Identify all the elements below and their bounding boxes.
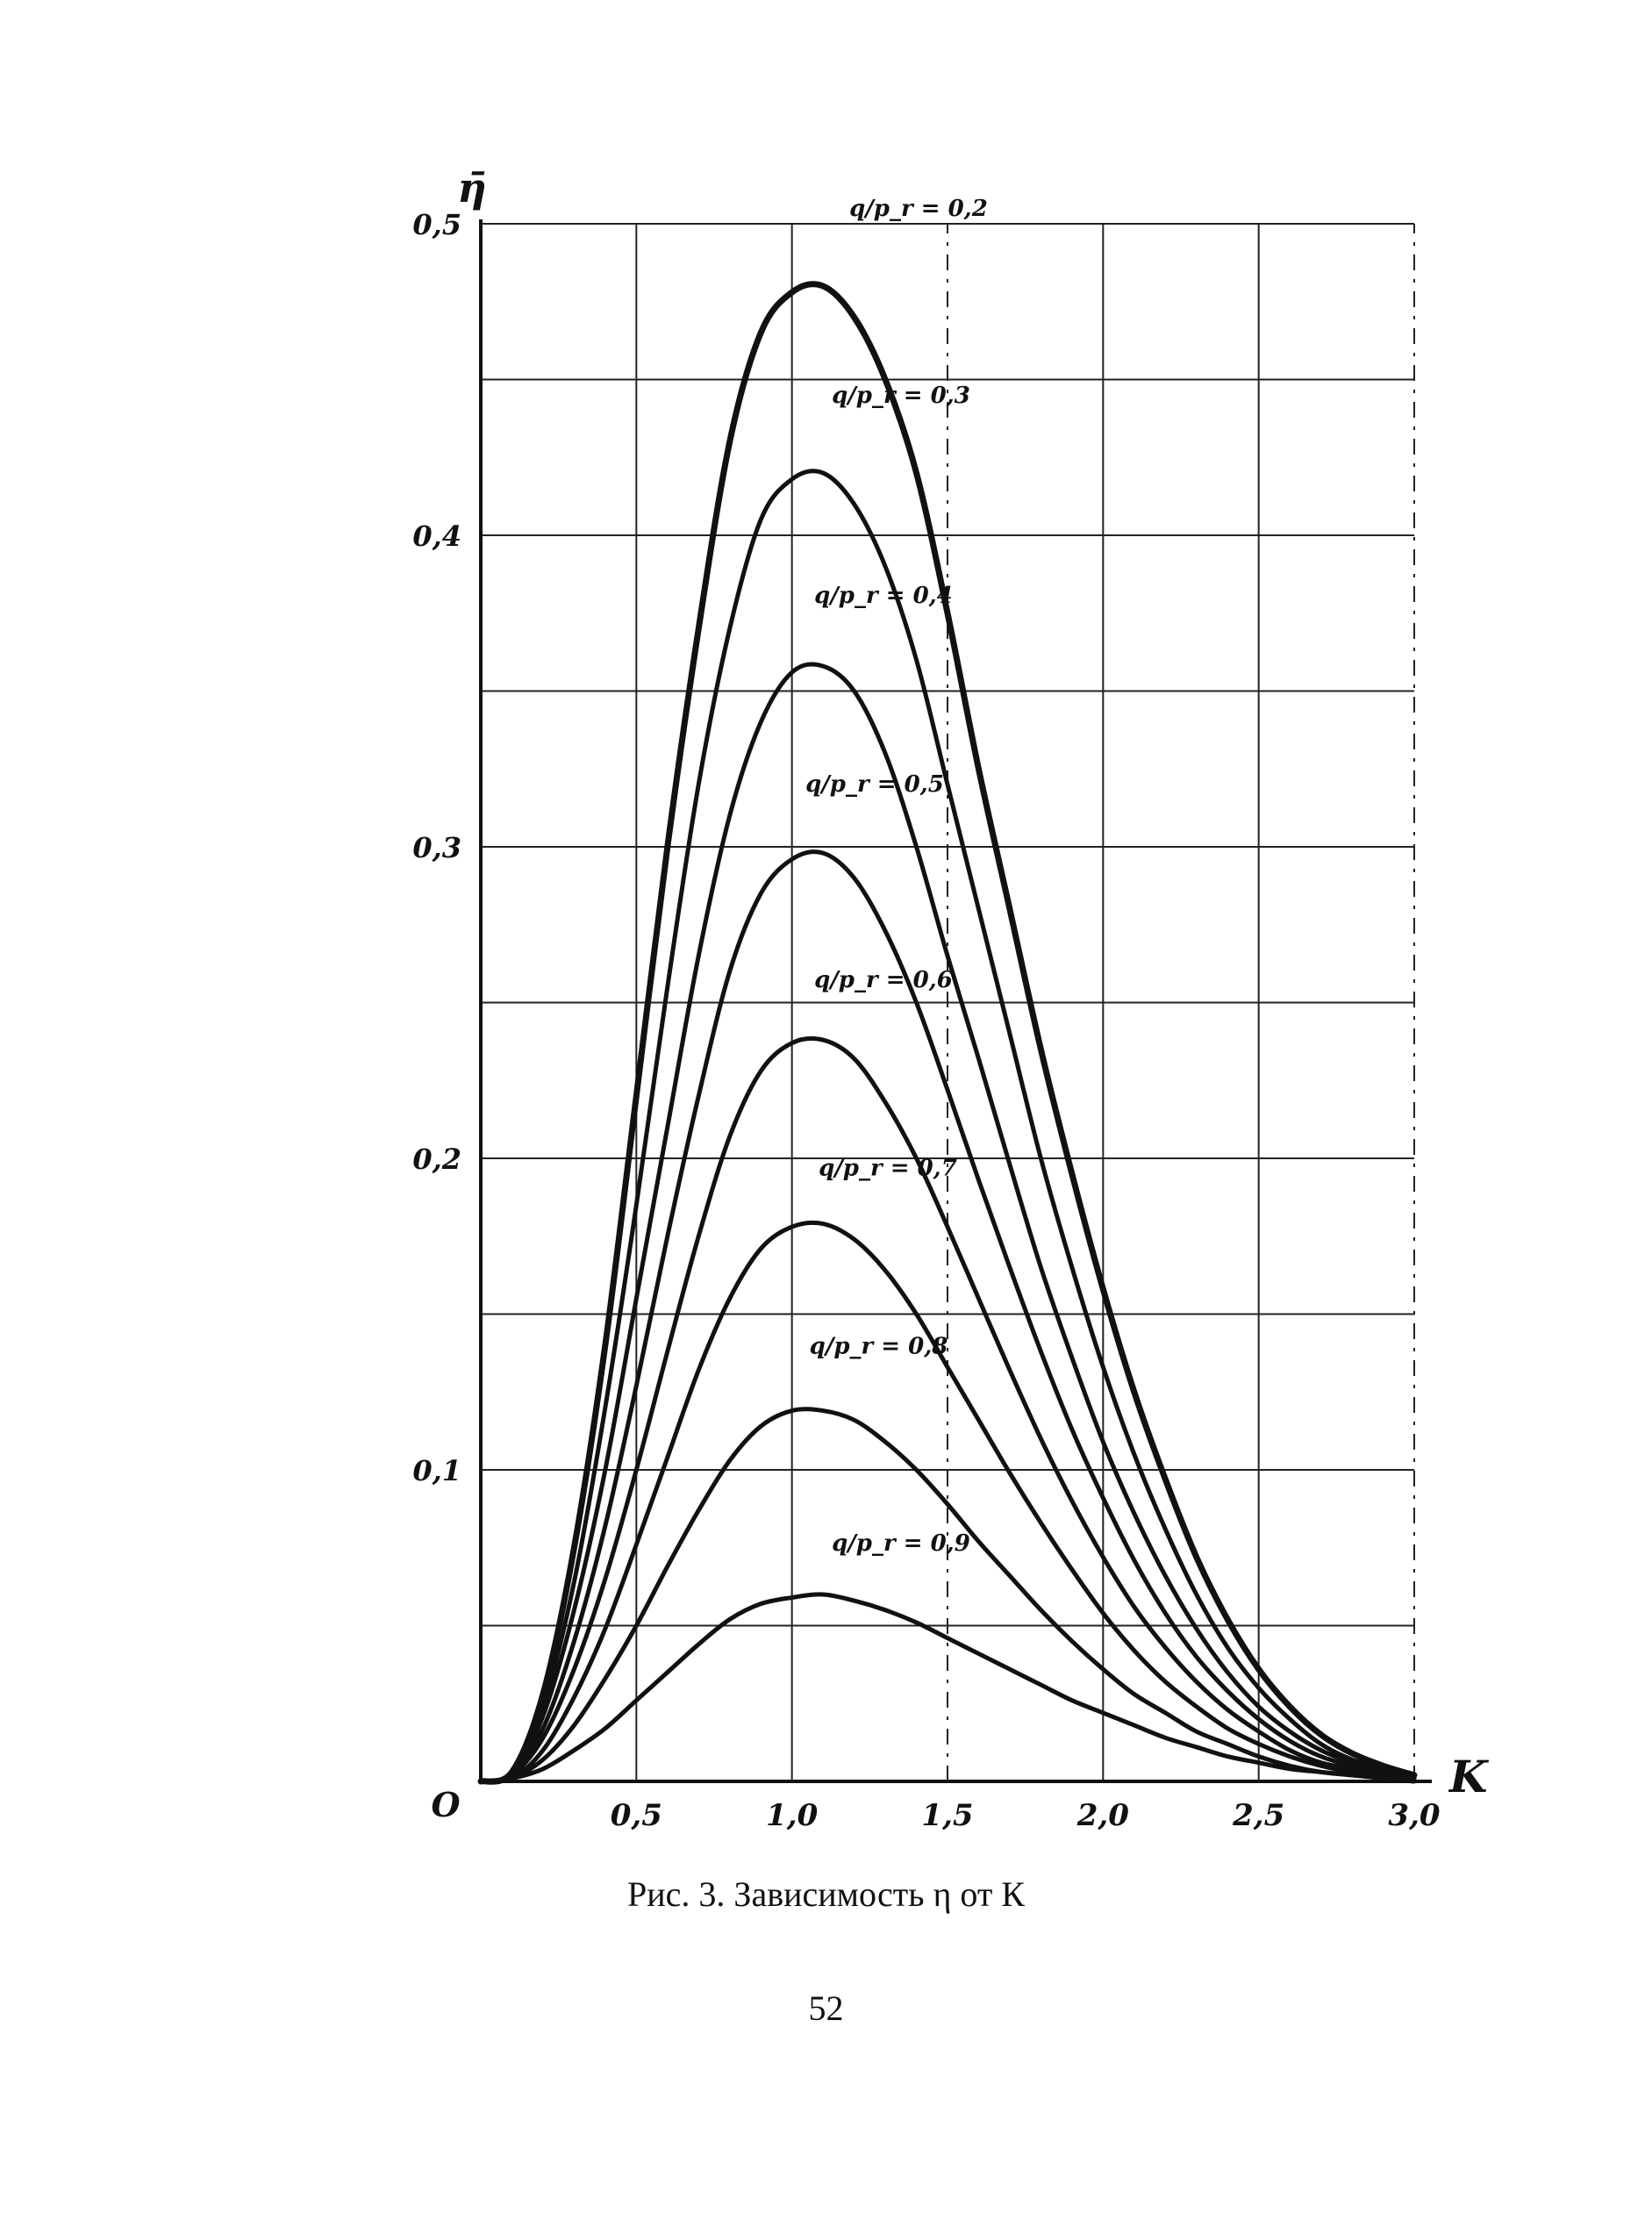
series-line [478,1220,1417,1784]
series-label: q/p_r = 0,3 [832,383,970,409]
series-label: q/p_r = 0,5 [805,771,944,798]
series-label: q/p_r = 0,7 [819,1156,957,1182]
page-number: 52 [808,1988,844,2028]
x-tick-label: 2,0 [1076,1798,1129,1833]
series-line [478,662,1417,1785]
y-tick-label: 0,5 [412,208,461,241]
x-tick-label: 1,0 [766,1798,818,1833]
y-axis-title: η̄ [457,164,486,211]
chart-grid [481,223,1415,1781]
x-tick-label: 2,5 [1232,1798,1284,1833]
y-tick-label: 0,3 [412,831,461,864]
series-line [478,1407,1417,1784]
x-tick-label: 1,5 [921,1798,973,1833]
series-label: q/p_r = 0,4 [814,583,953,609]
series-label: q/p_r = 0,8 [810,1334,948,1360]
series-line [478,849,1417,1784]
chart-tick-labels: 0,5 1,0 1,5 2,0 2,5 3,0 0,1 0,2 0,3 0,4 0,5 [412,208,1441,1833]
series-label: q/p_r = 0,6 [814,967,953,993]
y-tick-label: 0,2 [412,1143,461,1176]
y-tick-label: 0,4 [412,519,461,553]
series-label: q/p_r = 0,9 [832,1530,970,1557]
x-tick-label: 0,5 [611,1798,662,1833]
chart-series-labels: q/p_r = 0,2 q/p_r = 0,3 q/p_r = 0,4 q/p_r =… [805,196,988,1557]
chart-series [477,281,1418,1785]
series-line [477,281,1418,1785]
x-axis-title: K [1448,1751,1490,1802]
origin-label: O [431,1785,460,1824]
series-label: q/p_r = 0,2 [849,196,988,222]
y-tick-label: 0,1 [412,1454,461,1487]
series-line [478,1592,1417,1784]
series-line [478,1035,1417,1784]
chart-axes: η̄ K O [431,164,1490,1824]
x-tick-label: 3,0 [1388,1798,1440,1833]
figure-caption: Рис. 3. Зависимость η от К [627,1874,1025,1914]
series-line [478,469,1417,1784]
